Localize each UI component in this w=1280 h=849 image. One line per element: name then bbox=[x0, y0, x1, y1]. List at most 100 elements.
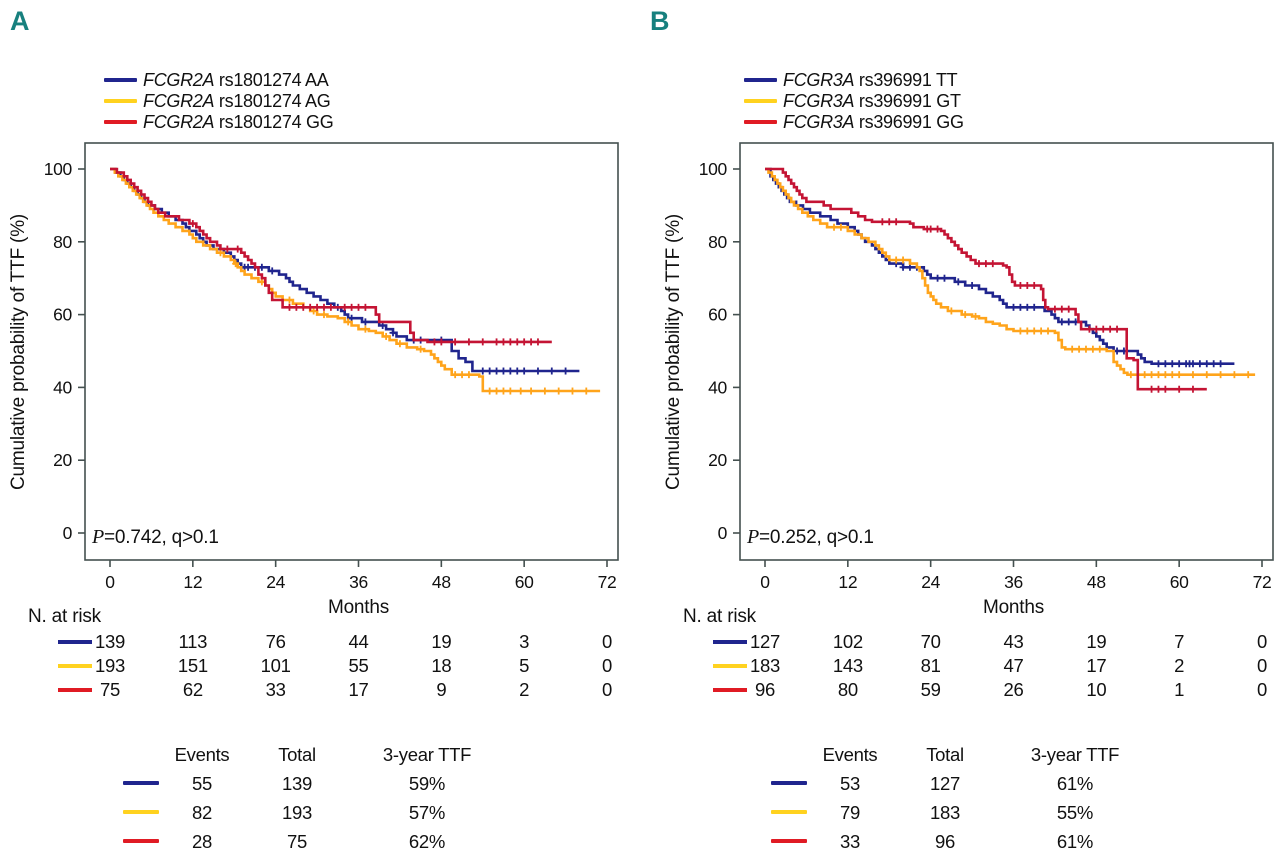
y-tick-label: 80 bbox=[53, 232, 72, 252]
y-tick-label: 40 bbox=[708, 377, 727, 397]
genotype-label: rs1801274 AG bbox=[214, 91, 331, 111]
total-header: Total bbox=[926, 744, 964, 765]
risk-value: 7 bbox=[1174, 631, 1184, 652]
spacer bbox=[115, 740, 167, 769]
legend-dash-red bbox=[104, 120, 137, 124]
p-value: P=0.742, q>0.1 bbox=[92, 526, 219, 549]
series-dash bbox=[763, 798, 815, 827]
risk-value: 17 bbox=[349, 679, 369, 700]
risk-value: 9 bbox=[436, 679, 446, 700]
series-dash bbox=[763, 769, 815, 798]
km-curve bbox=[765, 167, 1207, 391]
x-tick-label: 48 bbox=[1087, 572, 1106, 592]
p-symbol: P bbox=[747, 526, 760, 548]
total-value: 96 bbox=[935, 831, 955, 849]
events-value: 33 bbox=[840, 831, 860, 849]
risk-value: 47 bbox=[1004, 655, 1024, 676]
risk-value: 127 bbox=[750, 631, 780, 652]
y-tick-label: 60 bbox=[53, 305, 72, 325]
risk-value: 19 bbox=[1086, 631, 1106, 652]
risk-value: 151 bbox=[178, 655, 208, 676]
y-tick-label: 0 bbox=[63, 523, 73, 543]
series-dash bbox=[115, 827, 167, 849]
legend-label: FCGR2A rs1801274 GG bbox=[143, 112, 334, 133]
total-value: 127 bbox=[930, 773, 960, 794]
gene-name: FCGR3A bbox=[783, 112, 855, 132]
km-curve bbox=[765, 167, 1256, 376]
legend-label: FCGR3A rs396991 GG bbox=[783, 112, 964, 133]
genotype-label: rs396991 TT bbox=[854, 70, 958, 90]
genotype-label: rs396991 GG bbox=[854, 112, 964, 132]
dash-blue bbox=[771, 781, 807, 785]
y-tick-label: 0 bbox=[718, 523, 728, 543]
risk-value: 0 bbox=[602, 631, 612, 652]
km-curve bbox=[110, 167, 601, 393]
legend-dash-blue bbox=[104, 78, 137, 82]
legend-item: FCGR2A rs1801274 AG bbox=[104, 91, 424, 112]
risk-value: 43 bbox=[1004, 631, 1024, 652]
events-value: 55 bbox=[192, 773, 212, 794]
legend-dash-yellow bbox=[744, 99, 777, 103]
legend-item: FCGR2A rs1801274 GG bbox=[104, 112, 424, 133]
risk-value: 101 bbox=[261, 655, 291, 676]
p-value: P=0.252, q>0.1 bbox=[747, 526, 874, 549]
ttf-value: 61% bbox=[1056, 831, 1094, 849]
ttf-header: 3-year TTF bbox=[382, 744, 472, 765]
plot-frame bbox=[739, 142, 1274, 561]
risk-value: 19 bbox=[431, 631, 451, 652]
x-tick-label: 60 bbox=[1170, 572, 1189, 592]
series-dash bbox=[763, 827, 815, 849]
km-curve bbox=[765, 167, 1235, 365]
risk-value: 33 bbox=[266, 679, 286, 700]
risk-value: 0 bbox=[1257, 679, 1267, 700]
risk-value: 102 bbox=[833, 631, 863, 652]
risk-value: 0 bbox=[1257, 631, 1267, 652]
risk-value: 76 bbox=[266, 631, 286, 652]
legend-dash-yellow bbox=[104, 99, 137, 103]
ttf-value: 62% bbox=[408, 831, 446, 849]
gene-name: FCGR2A bbox=[143, 91, 215, 111]
events-value: 82 bbox=[192, 802, 212, 823]
series-dash bbox=[115, 798, 167, 827]
gene-name: FCGR2A bbox=[143, 70, 215, 90]
total-value: 139 bbox=[282, 773, 312, 794]
risk-value: 96 bbox=[755, 679, 775, 700]
legend-label: FCGR3A rs396991 TT bbox=[783, 70, 958, 91]
genotype-label: rs396991 GT bbox=[854, 91, 961, 111]
legend-item: FCGR3A rs396991 GG bbox=[744, 112, 1064, 133]
y-tick-label: 60 bbox=[708, 305, 727, 325]
gene-name: FCGR3A bbox=[783, 91, 855, 111]
events-value: 28 bbox=[192, 831, 212, 849]
genotype-label: rs1801274 GG bbox=[214, 112, 334, 132]
x-axis-title: Months bbox=[327, 597, 390, 618]
x-tick-label: 72 bbox=[598, 572, 617, 592]
ttf-value: 59% bbox=[408, 773, 446, 794]
risk-value: 44 bbox=[349, 631, 369, 652]
risk-value: 193 bbox=[95, 655, 125, 676]
n-at-risk-label: N. at risk bbox=[28, 606, 101, 627]
risk-value: 183 bbox=[750, 655, 780, 676]
risk-value: 1 bbox=[1174, 679, 1184, 700]
legend-label: FCGR3A rs396991 GT bbox=[783, 91, 961, 112]
legend-dash-blue bbox=[744, 78, 777, 82]
events-header: Events bbox=[174, 744, 230, 765]
risk-value: 113 bbox=[179, 631, 208, 652]
y-tick-label: 20 bbox=[53, 450, 72, 470]
dash-red bbox=[771, 839, 807, 843]
events-value: 53 bbox=[840, 773, 860, 794]
p-text: =0.742, q>0.1 bbox=[104, 527, 219, 548]
x-tick-label: 24 bbox=[266, 572, 285, 592]
risk-value: 17 bbox=[1086, 655, 1106, 676]
risk-value: 0 bbox=[602, 679, 612, 700]
x-tick-label: 12 bbox=[183, 572, 202, 592]
risk-value: 2 bbox=[519, 679, 529, 700]
events-header: Events bbox=[822, 744, 878, 765]
risk-value: 5 bbox=[519, 655, 529, 676]
panel-a-label: A bbox=[10, 6, 30, 36]
gene-name: FCGR2A bbox=[143, 112, 215, 132]
risk-value: 10 bbox=[1086, 679, 1106, 700]
spacer bbox=[763, 740, 815, 769]
legend-item: FCGR3A rs396991 TT bbox=[744, 70, 1064, 91]
x-tick-label: 36 bbox=[349, 572, 368, 592]
